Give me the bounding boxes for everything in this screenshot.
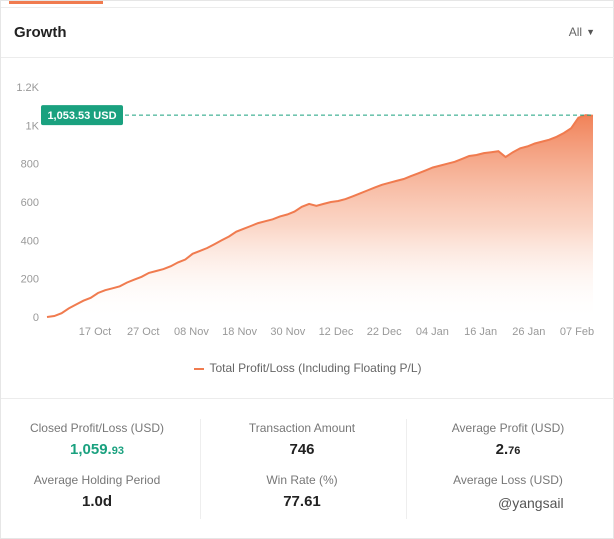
y-tick-label: 400 (21, 235, 39, 247)
stat-average-profit: Average Profit (USD) 2.76 (408, 421, 608, 458)
y-tick-label: 1K (26, 120, 40, 132)
stat-value: 77.61 (283, 493, 321, 510)
stat-average-loss: Average Loss (USD) (408, 473, 608, 487)
stats-column-divider (406, 419, 407, 519)
stat-label: Average Loss (USD) (453, 473, 563, 487)
current-value-badge: 1,053.53 USD (41, 105, 123, 126)
x-tick-label: 07 Feb (560, 326, 594, 338)
stat-label: Transaction Amount (248, 421, 356, 435)
stat-value-main: 1,059. (70, 441, 112, 458)
x-tick-label: 17 Oct (79, 326, 111, 338)
stat-value: 1.0d (81, 493, 112, 510)
stat-closed-profit-loss: Closed Profit/Loss (USD) 1,059.93 (0, 421, 197, 458)
y-tick-label: 0 (33, 312, 39, 324)
x-tick-label: 12 Dec (319, 326, 354, 338)
active-tab-indicator (9, 1, 103, 4)
stats-panel: Closed Profit/Loss (USD) 1,059.93 Transa… (1, 399, 614, 539)
stats-divider (1, 398, 614, 399)
series-line (46, 114, 594, 318)
stat-label: Closed Profit/Loss (USD) (29, 421, 165, 435)
range-dropdown[interactable]: All ▼ (569, 25, 595, 39)
series-area-fill (47, 115, 593, 317)
stat-value-decimals: 76 (508, 445, 521, 457)
x-tick-label: 04 Jan (416, 326, 449, 338)
y-tick-label: 1.2K (16, 82, 39, 94)
x-tick-label: 08 Nov (174, 326, 209, 338)
stat-win-rate: Win Rate (%) 77.61 (202, 473, 402, 510)
stat-label: Average Profit (USD) (451, 421, 565, 435)
stat-transaction-amount: Transaction Amount 746 (202, 421, 402, 458)
legend-label: Total Profit/Loss (Including Floating P/… (209, 361, 422, 375)
current-value-label: 1,053.53 USD (47, 110, 116, 122)
watermark: @yangsail (498, 495, 564, 511)
legend-swatch (194, 367, 205, 370)
stats-column-divider (200, 419, 201, 519)
chart-legend[interactable]: Total Profit/Loss (Including Floating P/… (1, 361, 614, 375)
growth-chart: 0 200 400 600 800 1K 1.2K 17 Oct 27 Oct 08 Nov 18… (16, 82, 594, 338)
stat-value: 2.76 (408, 441, 608, 458)
y-axis: 0 200 400 600 800 1K 1.2K (16, 82, 39, 324)
stat-value: 1,059.93 (0, 441, 197, 458)
x-tick-label: 27 Oct (127, 326, 159, 338)
stat-value: 746 (289, 441, 315, 458)
stat-value-decimals: 93 (111, 445, 124, 457)
stat-label: Average Holding Period (33, 473, 161, 487)
chevron-down-icon: ▼ (586, 27, 595, 37)
x-axis: 17 Oct 27 Oct 08 Nov 18 Nov 30 Nov 12 Dec 22 D… (79, 326, 594, 338)
widget-title: Growth (14, 24, 67, 41)
x-tick-label: 18 Nov (222, 326, 257, 338)
y-tick-label: 600 (21, 197, 39, 209)
tab-divider (1, 7, 614, 8)
y-tick-label: 800 (21, 159, 39, 171)
range-dropdown-value: All (568, 25, 583, 39)
stat-average-holding-period: Average Holding Period 1.0d (0, 473, 197, 510)
x-tick-label: 22 Dec (367, 326, 402, 338)
widget-header: Growth All ▼ (1, 8, 614, 58)
stat-label: Win Rate (%) (266, 473, 338, 487)
x-tick-label: 30 Nov (270, 326, 305, 338)
stat-value-main: 2. (495, 441, 509, 458)
x-tick-label: 26 Jan (512, 326, 545, 338)
x-tick-label: 16 Jan (464, 326, 497, 338)
y-tick-label: 200 (21, 274, 39, 286)
